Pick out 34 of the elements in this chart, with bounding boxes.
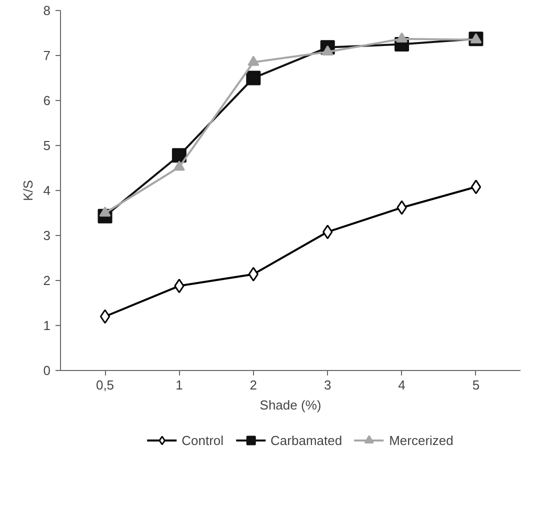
point: [470, 180, 482, 194]
y-tick-label: 6: [43, 93, 51, 108]
y-tick-label: 8: [43, 3, 51, 18]
x-axis-title: Shade (%): [260, 398, 322, 412]
x-tick-label: 0,5: [96, 378, 114, 392]
point: [100, 309, 110, 324]
y-tick-label: 5: [43, 138, 51, 153]
legend-label: Carbamated: [270, 432, 342, 448]
point: [248, 266, 258, 282]
y-tick-label: 3: [43, 228, 51, 243]
y-axis-title: K/S: [20, 180, 36, 201]
point: [396, 200, 407, 215]
y-tick-label: 7: [43, 48, 51, 63]
point: [99, 206, 111, 217]
point: [322, 224, 333, 240]
point: [172, 148, 186, 163]
legend-label: Mercerized: [389, 432, 454, 448]
point: [470, 33, 482, 44]
y-tick-label: 4: [43, 183, 51, 198]
legend-label: Control: [182, 432, 224, 448]
point: [322, 45, 334, 56]
point: [246, 70, 261, 86]
x-tick-label: 2: [250, 378, 258, 392]
y-tick-label: 0: [43, 363, 51, 378]
x-tick-label: 1: [176, 378, 183, 392]
y-tick-label: 2: [43, 273, 51, 288]
point: [173, 160, 185, 171]
point: [174, 278, 184, 294]
x-tick-label: 3: [324, 378, 332, 392]
x-tick-label: 4: [398, 378, 406, 392]
x-tick-label: 5: [472, 378, 480, 392]
point: [396, 32, 408, 42]
y-tick-label: 1: [43, 318, 51, 333]
point: [248, 56, 260, 66]
